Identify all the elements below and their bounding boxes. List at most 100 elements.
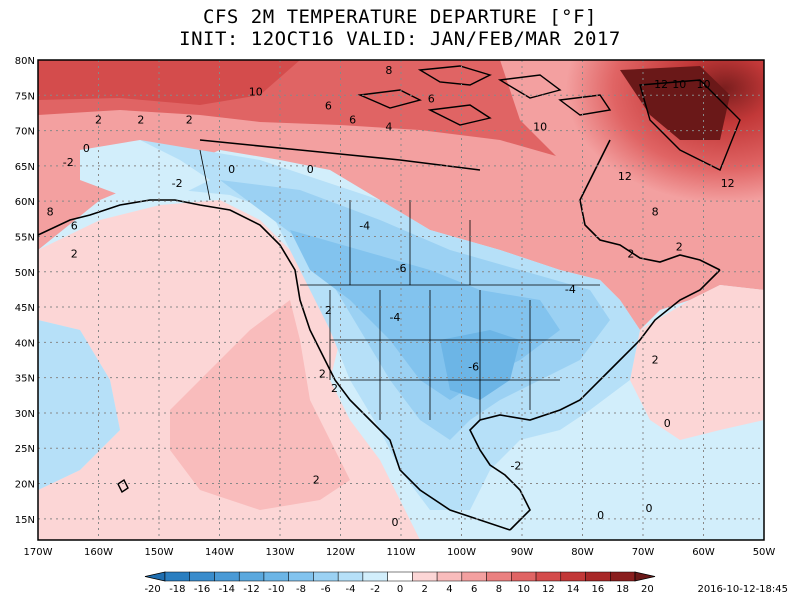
- atlantic-warm-area: [630, 285, 764, 440]
- latitude-label: 75N: [15, 91, 35, 102]
- contour-label: 0: [646, 502, 653, 515]
- colorbar-swatch: [214, 571, 240, 582]
- contour-label: 2: [319, 368, 326, 381]
- colorbar-label: -10: [268, 584, 284, 595]
- latitude-label: 20N: [15, 480, 35, 491]
- timestamp: 2016-10-12-18:45: [697, 584, 788, 595]
- contour-label: 2: [186, 114, 193, 127]
- alaska-cool-area: [80, 140, 210, 200]
- contour-label: -2: [510, 459, 521, 472]
- longitude-label: 100W: [447, 547, 476, 558]
- colorbar-label: 6: [471, 584, 477, 595]
- contour-label: 12: [654, 78, 668, 91]
- contour-label: 2: [325, 304, 332, 317]
- contour-label: 0: [391, 516, 398, 529]
- contour-label: -6: [468, 361, 479, 374]
- contour-label: 8: [385, 64, 392, 77]
- latitude-label: 30N: [15, 409, 35, 420]
- colorbar-label: 2: [422, 584, 428, 595]
- colorbar-label: 4: [446, 584, 452, 595]
- colorbar-label: 16: [592, 584, 605, 595]
- colorbar-swatch: [189, 571, 215, 582]
- contour-label: 10: [533, 121, 547, 134]
- colorbar-label: 20: [641, 584, 654, 595]
- colorbar-label: -18: [169, 584, 185, 595]
- contour-label: 8: [652, 205, 659, 218]
- contour-label: 6: [325, 99, 332, 112]
- contour-label: 2: [313, 474, 320, 487]
- latitude-label: 50N: [15, 268, 35, 279]
- contour-label: 10: [249, 85, 263, 98]
- contour-label: 2: [137, 114, 144, 127]
- longitude-label: 80W: [571, 547, 594, 558]
- latitude-label: 70N: [15, 127, 35, 138]
- colorbar-swatch: [263, 571, 289, 582]
- colorbar-label: -4: [346, 584, 356, 595]
- contour-label: -4: [565, 283, 576, 296]
- colorbar-swatch: [585, 571, 611, 582]
- colorbar-label: -12: [243, 584, 259, 595]
- contour-label: 2: [71, 248, 78, 261]
- colorbar-swatch: [164, 571, 190, 582]
- contour-label: 2: [652, 354, 659, 367]
- colorbar-label: 14: [567, 584, 580, 595]
- contour-label: 0: [83, 142, 90, 155]
- contour-label: 2: [627, 248, 634, 261]
- colorbar-arrow-left: [144, 571, 166, 582]
- latitude-label: 55N: [15, 232, 35, 243]
- colorbar-swatch: [511, 571, 537, 582]
- colorbar: -20 -18 -16 -14 -12 -10 -8 -6 -4 -2 0 2 4 6 8 10 12 14 16 1…: [144, 571, 656, 595]
- latitude-label: 40N: [15, 338, 35, 349]
- contour-label: 0: [597, 509, 604, 522]
- longitude-label: 170W: [24, 547, 53, 558]
- map-title-line-1: CFS 2M TEMPERATURE DEPARTURE [°F]: [203, 6, 597, 28]
- longitude-label: 120W: [326, 547, 355, 558]
- contour-label: -4: [389, 311, 400, 324]
- contour-label: 2: [331, 382, 338, 395]
- contour-label: 10: [697, 78, 711, 91]
- contour-label: 2: [676, 241, 683, 254]
- contour-label: 6: [428, 92, 435, 105]
- arctic-islands: [357, 65, 741, 171]
- contour-label: 0: [664, 417, 671, 430]
- contour-label: 12: [618, 170, 632, 183]
- colorbar-swatch: [560, 571, 586, 582]
- warm-core-west: [38, 60, 300, 105]
- colorbar-swatch: [535, 571, 562, 582]
- colorbar-swatch: [412, 571, 438, 582]
- longitude-label: 60W: [692, 547, 715, 558]
- contour-label: -6: [396, 262, 407, 275]
- longitude-labels: 170W 160W 150W 140W 130W 120W 110W 100W 90W 80W 70…: [24, 547, 776, 558]
- contour-label: 6: [349, 114, 356, 127]
- colorbar-swatch: [238, 571, 265, 582]
- longitude-label: 110W: [387, 547, 416, 558]
- latitude-label: 45N: [15, 303, 35, 314]
- colorbar-swatch: [486, 571, 512, 582]
- contour-label: 8: [47, 205, 54, 218]
- contour-label: -2: [172, 177, 183, 190]
- contour-label: -2: [63, 156, 74, 169]
- contour-label: -4: [359, 219, 370, 232]
- colorbar-label: -8: [296, 584, 306, 595]
- colorbar-swatch: [362, 571, 388, 582]
- colorbar-swatch: [313, 571, 339, 582]
- colorbar-label: -6: [321, 584, 331, 595]
- colorbar-label: 18: [616, 584, 629, 595]
- pacific-warm-core: [170, 300, 350, 510]
- longitude-label: 140W: [205, 547, 234, 558]
- contour-label: 12: [721, 177, 735, 190]
- hawaii-outline: [117, 478, 129, 494]
- contour-label: 0: [307, 163, 314, 176]
- contour-label: 0: [228, 163, 235, 176]
- contour-label: 10: [672, 78, 686, 91]
- latitude-label: 80N: [15, 56, 35, 67]
- map-frame: [37, 59, 765, 541]
- colorbar-label: 0: [397, 584, 403, 595]
- colorbar-label: -2: [370, 584, 380, 595]
- latitude-label: 65N: [15, 162, 35, 173]
- graticule: [38, 60, 764, 540]
- colorbar-swatch: [461, 571, 487, 582]
- colorbar-label: 8: [496, 584, 502, 595]
